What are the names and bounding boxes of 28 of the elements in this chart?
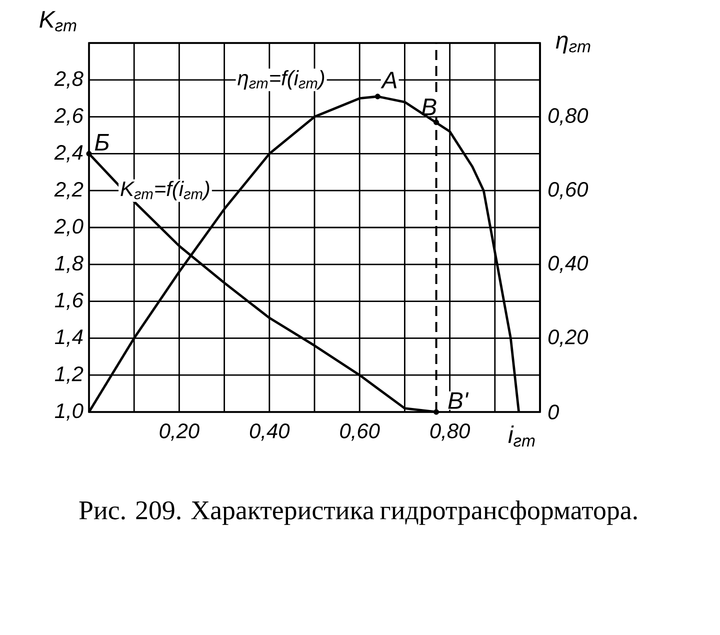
x-tick-label: 0,80 [430,424,470,441]
y-tick-label: 1,8 [54,256,84,274]
y-tick-label: 2,2 [54,182,84,200]
annotation: А [380,72,396,88]
y2-axis-title: η$_{гт}$ [556,36,590,54]
y-tick-label: 1,6 [54,292,84,310]
text: Рис. 209. Характеристика гидротрансформатора. [79,500,637,525]
y-tick-label: 2,8 [54,71,84,89]
y-tick-label: 1,4 [54,330,83,347]
x-tick-label: 0,20 [160,424,200,441]
annotation: В' [448,392,469,409]
y-tick-label: 1,0 [54,403,84,421]
y-tick-label: 1,2 [54,366,84,384]
y2-tick-label: 0,20 [548,330,588,347]
y2-tick-label: 0 [548,404,559,420]
y2-tick-label: 0,60 [548,182,588,200]
x-tick-label: 0,60 [340,424,380,441]
y2-tick-label: 0,40 [548,256,588,274]
series-label: η$_{гт}$=f(i$_{гт}$) [238,70,324,90]
series-label: K$_{гт}$=f(i$_{гт}$) [120,180,210,200]
y-axis-title: K$_{гт}$ [40,11,76,32]
x-tick-label: 0,40 [250,424,290,441]
x-axis-title: i$_{гт}$ [508,426,535,447]
y-tick-label: 2,6 [54,108,84,126]
y-tick-label: 2,0 [54,218,84,236]
y2-tick-label: 0,80 [548,108,588,126]
y-tick-label: 2,4 [54,145,83,162]
annotation: Б [94,134,109,150]
